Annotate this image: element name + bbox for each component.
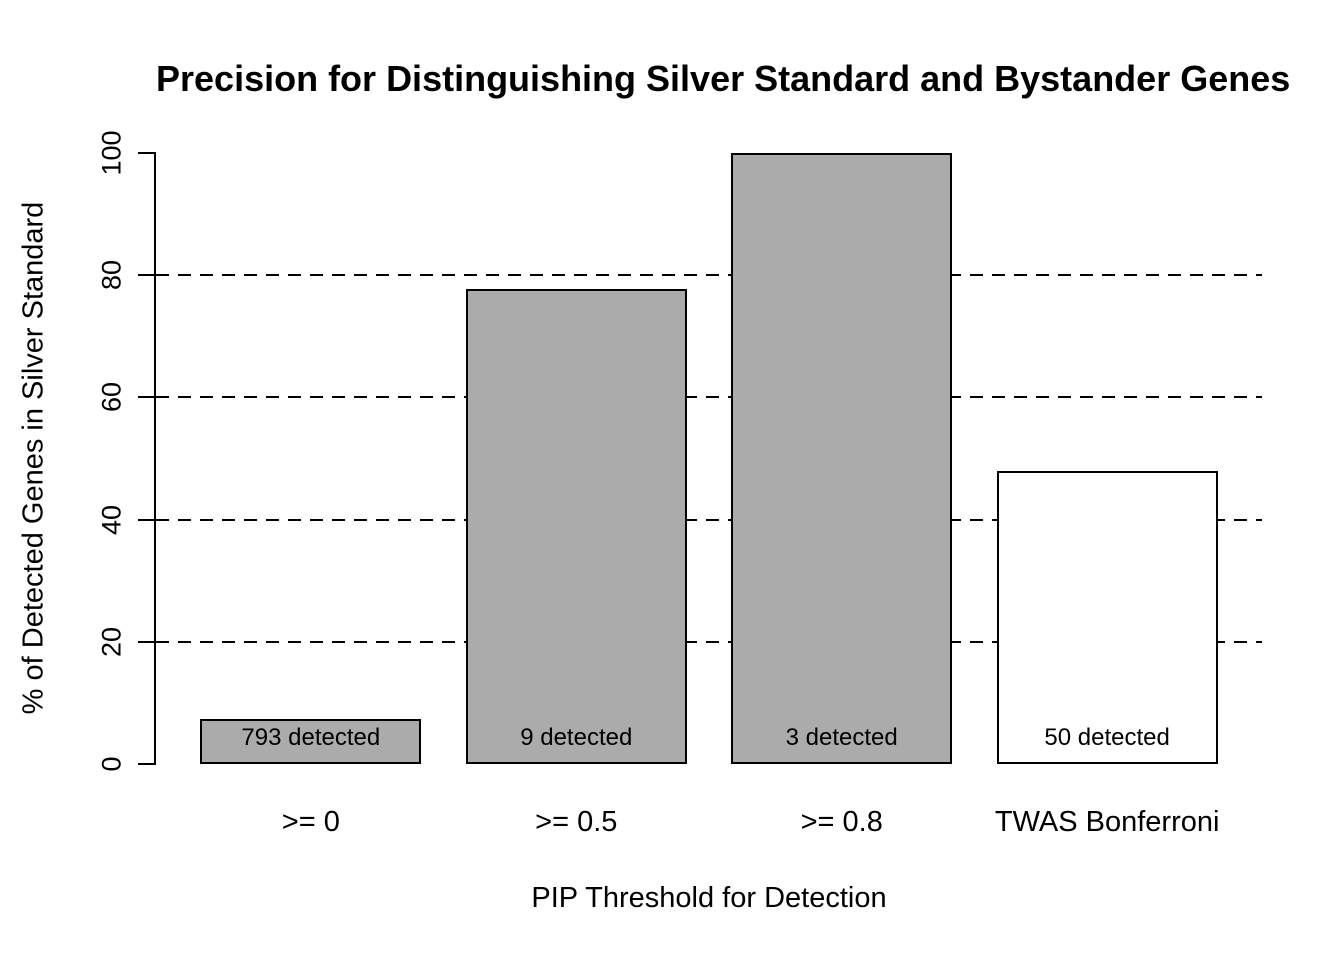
y-tick-40 bbox=[138, 518, 156, 521]
x-category-label-4: TWAS Bonferroni bbox=[994, 806, 1220, 838]
y-tick-label-40: 40 bbox=[96, 504, 127, 535]
x-axis-title: PIP Threshold for Detection bbox=[531, 882, 887, 914]
y-tick-60 bbox=[138, 396, 156, 399]
bar-4 bbox=[996, 470, 1218, 764]
y-tick-label-20: 20 bbox=[96, 626, 127, 657]
bar-3 bbox=[731, 153, 953, 764]
y-tick-label-100: 100 bbox=[96, 130, 127, 176]
y-tick-label-60: 60 bbox=[96, 382, 127, 413]
x-category-label-2: >= 0.5 bbox=[535, 806, 618, 838]
x-category-label-1: >= 0 bbox=[281, 806, 340, 838]
bar-count-label-2: 9 detected bbox=[520, 724, 633, 751]
bar-1 bbox=[200, 718, 422, 764]
y-tick-80 bbox=[138, 274, 156, 277]
gridline-40 bbox=[156, 518, 1262, 521]
plot-area: 793 detected 9 detected 3 detected 50 detec… bbox=[156, 153, 1262, 764]
gridline-80 bbox=[156, 274, 1262, 277]
y-tick-label-80: 80 bbox=[96, 260, 127, 291]
y-axis-line bbox=[154, 152, 156, 765]
bar-count-label-3: 3 detected bbox=[785, 724, 898, 751]
x-category-label-3: >= 0.8 bbox=[800, 806, 883, 838]
y-tick-label-0: 0 bbox=[96, 756, 127, 772]
bar-count-label-4: 50 detected bbox=[1044, 724, 1170, 751]
bar-count-label-1: 793 detected bbox=[241, 724, 381, 751]
bar-2 bbox=[465, 288, 687, 764]
y-axis-title: % of Detected Genes in Silver Standard bbox=[17, 201, 50, 715]
y-tick-100 bbox=[138, 152, 156, 154]
y-tick-0 bbox=[138, 763, 156, 765]
gridline-60 bbox=[156, 396, 1262, 399]
chart-title: Precision for Distinguishing Silver Stan… bbox=[156, 58, 1291, 99]
y-tick-20 bbox=[138, 640, 156, 643]
gridline-20 bbox=[156, 640, 1262, 643]
